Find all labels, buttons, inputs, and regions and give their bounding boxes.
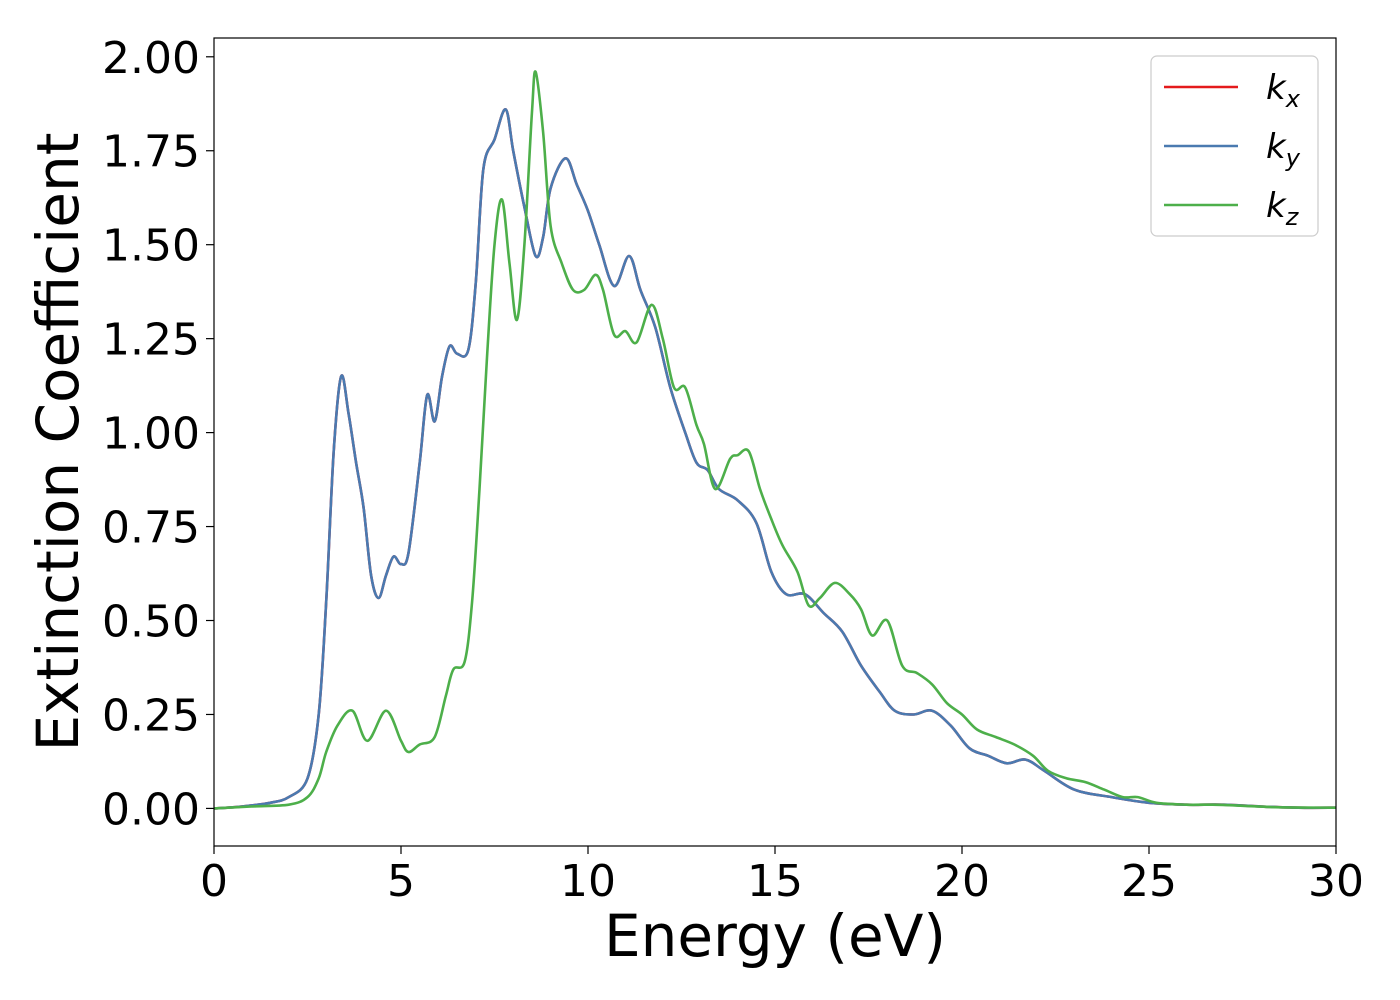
y-axis: 0.00 0.25 0.50 0.75 1.00 1.25 1.50 1.75 2.00 [102,33,214,835]
y-tick-label: 1.50 [102,221,200,272]
legend-label-y: ky [1266,127,1301,172]
y-tick-label: 1.00 [102,409,200,460]
y-tick-label: 1.75 [102,127,200,178]
x-tick-label: 30 [1308,856,1364,907]
series-line-kz [213,70,1337,810]
x-tick-label: 5 [387,856,415,907]
x-tick-label: 25 [1121,856,1177,907]
x-tick-label: 20 [934,856,990,907]
legend-label-x: kx [1266,68,1301,113]
legend-label-z: kz [1266,186,1300,231]
x-tick-label: 15 [747,856,803,907]
x-tick-label: 0 [200,856,228,907]
x-tick-label: 10 [560,856,616,907]
y-tick-label: 1.25 [102,315,200,366]
y-tick-label: 2.00 [102,33,200,84]
x-axis-title: Energy (eV) [604,902,946,970]
legend: kx ky kz [1150,55,1319,237]
x-axis: 0 5 10 15 20 25 30 [200,846,1364,907]
y-tick-label: 0.00 [102,784,200,835]
y-tick-label: 0.75 [102,503,200,554]
series-line-ky [213,108,1337,810]
y-tick-label: 0.50 [102,597,200,648]
y-tick-label: 0.25 [102,690,200,741]
y-axis-title: Extinction Coefficient [24,133,92,752]
series-layer [213,70,1337,810]
